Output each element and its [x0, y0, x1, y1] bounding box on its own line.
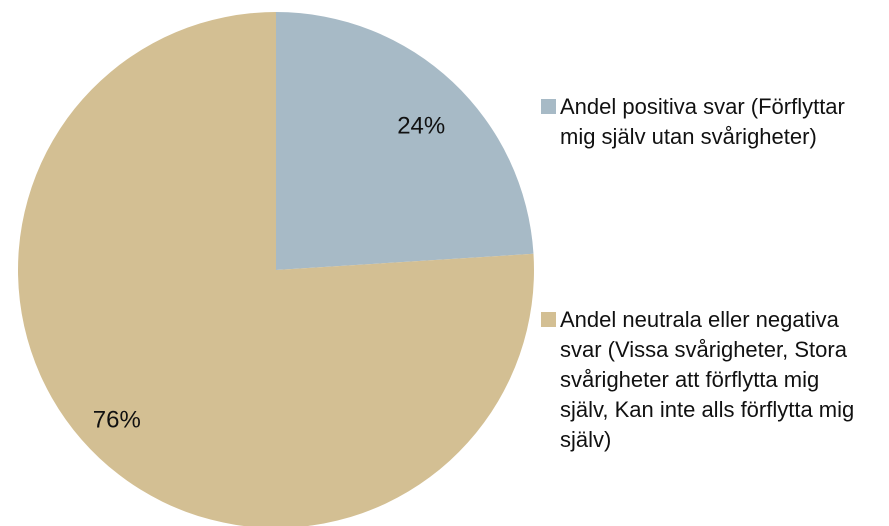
data-label: 76% [93, 406, 141, 433]
legend-item: Andel positiva svar (Förflyttar mig själ… [541, 92, 870, 152]
legend-label: Andel neutrala eller negativa svar (Viss… [560, 307, 855, 452]
pie-slice [18, 12, 534, 526]
legend-swatch [541, 99, 556, 114]
pie-slice [276, 12, 534, 270]
legend-item: Andel neutrala eller negativa svar (Viss… [541, 305, 870, 455]
legend-swatch [541, 312, 556, 327]
data-label: 24% [397, 112, 445, 139]
legend-label: Andel positiva svar (Förflyttar mig själ… [560, 94, 845, 149]
chart: 24% 76% [18, 12, 534, 526]
